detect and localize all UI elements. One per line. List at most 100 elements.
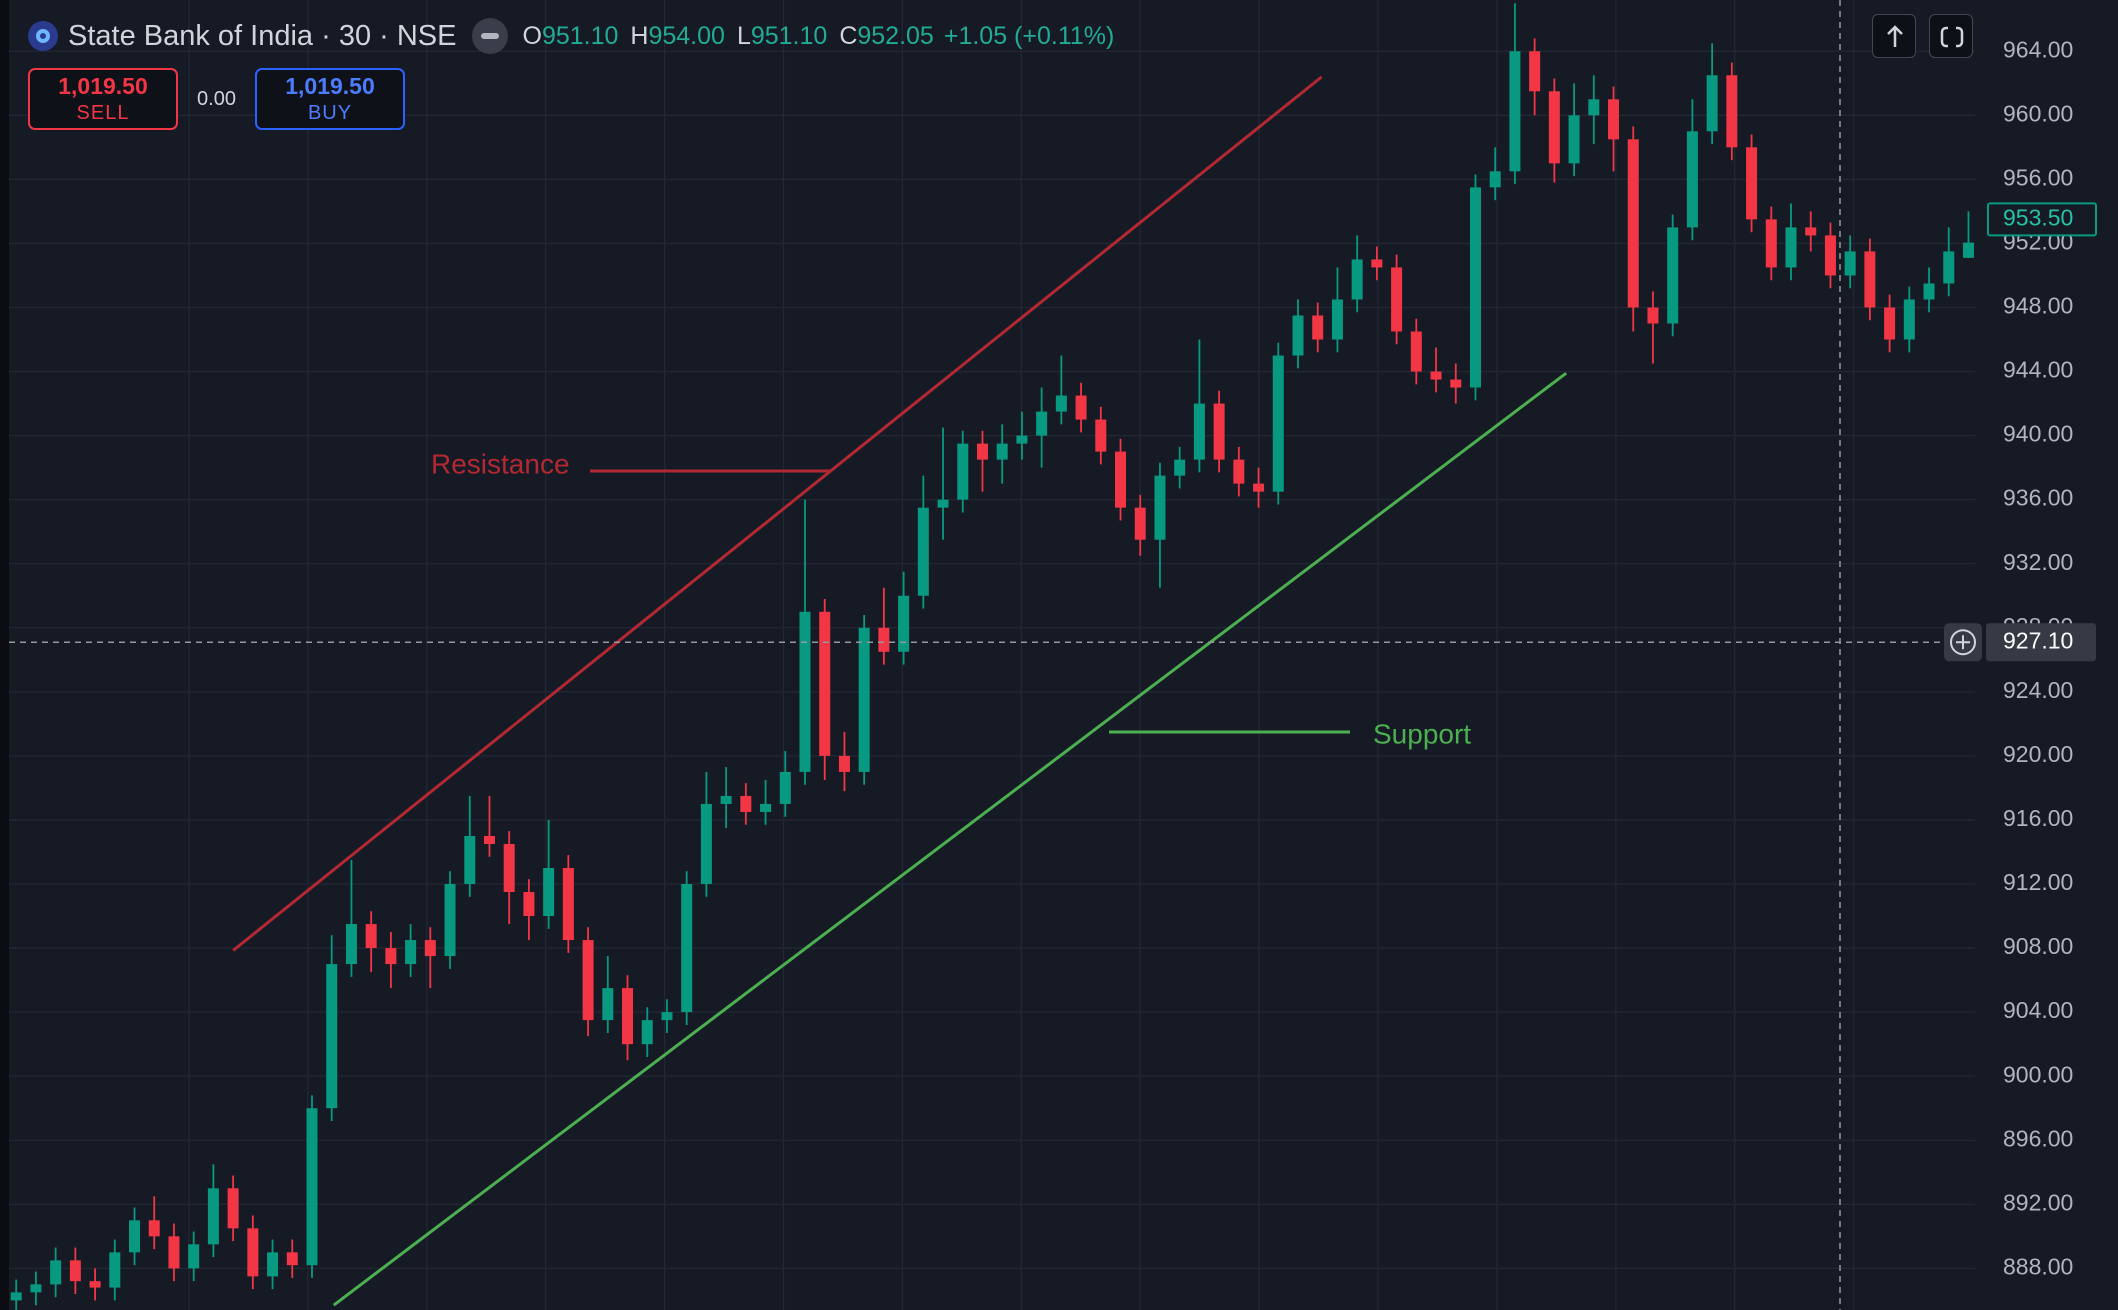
candle-body — [1824, 235, 1836, 276]
candle-body — [1351, 259, 1363, 300]
candle-body — [1193, 403, 1205, 460]
ohlc-legend: O951.10 H954.00 L951.10 C952.05 — [522, 22, 933, 51]
y-tick-label: 892.00 — [2003, 1189, 2073, 1215]
candle-body — [1706, 75, 1718, 132]
candle-body — [148, 1220, 160, 1237]
legend-item: O951.10 — [522, 22, 618, 51]
candle-body — [878, 627, 890, 652]
candle-body — [1686, 131, 1698, 228]
candle-body — [503, 843, 515, 893]
symbol-logo — [28, 21, 58, 51]
candle-body — [917, 507, 929, 596]
legend-key: O — [522, 21, 542, 50]
candle-body — [1115, 451, 1127, 508]
y-tick-label: 936.00 — [2003, 485, 2073, 511]
candle-body — [562, 867, 574, 941]
candle-body — [543, 867, 555, 917]
candle-body — [681, 884, 693, 1013]
candle-body — [365, 924, 377, 949]
candle-body — [50, 1260, 62, 1285]
arrow-icon — [1887, 25, 1903, 47]
candle-body — [227, 1188, 239, 1229]
candle-body — [1391, 267, 1403, 332]
candle-body — [188, 1244, 200, 1269]
trendline — [332, 371, 1568, 1307]
candle-body — [1785, 227, 1797, 268]
legend-item: C952.05 — [839, 22, 934, 51]
y-tick-label: 904.00 — [2003, 997, 2073, 1023]
y-tick-label: 944.00 — [2003, 357, 2073, 383]
candle-body — [69, 1260, 81, 1282]
y-tick-label: 924.00 — [2003, 677, 2073, 703]
candle-body — [1292, 315, 1304, 356]
candle-body — [1233, 459, 1245, 484]
candle-body — [405, 940, 417, 965]
sell-button[interactable]: 1,019.50 SELL — [28, 68, 178, 130]
candle-body — [1213, 403, 1225, 460]
candle-body — [1962, 242, 1974, 258]
trade-panel: 1,019.50 SELL 0.00 1,019.50 BUY — [28, 68, 405, 130]
candle-body — [720, 795, 732, 804]
trendline — [232, 75, 1323, 952]
candle-body — [1509, 51, 1521, 172]
legend-key: H — [630, 21, 649, 50]
candle-body — [1568, 115, 1580, 164]
candle-body — [799, 611, 811, 772]
legend-key: L — [736, 21, 751, 50]
candle-body — [700, 803, 712, 885]
crosshair-price-box — [1986, 623, 2096, 662]
y-tick-label: 888.00 — [2003, 1253, 2073, 1279]
candle-body — [464, 835, 476, 885]
candle-body — [1726, 75, 1738, 148]
arrow-button[interactable] — [1872, 14, 1916, 58]
y-tick-label: 896.00 — [2003, 1125, 2073, 1151]
y-tick-label: 964.00 — [2003, 36, 2073, 62]
crosshair-add-icon — [1950, 629, 1976, 656]
y-tick-label: 912.00 — [2003, 869, 2073, 895]
candle-body — [1331, 299, 1343, 340]
price-change: +1.05 (+0.11%) — [943, 21, 1115, 50]
candle-body — [1746, 147, 1758, 220]
legend-item: L951.10 — [737, 22, 827, 51]
candle-body — [1469, 187, 1481, 388]
candle-body — [898, 595, 910, 652]
candle-body — [1548, 91, 1560, 164]
candle-body — [838, 755, 850, 772]
candle-body — [1036, 411, 1048, 436]
crosshair-add-plus — [1956, 635, 1970, 650]
candle-body — [1410, 331, 1422, 372]
crosshair-price-label: 927.10 — [2003, 627, 2073, 653]
legend-value: 954.00 — [648, 21, 725, 50]
candle-body — [267, 1252, 279, 1277]
candle-body — [247, 1228, 259, 1277]
candle-body — [1489, 171, 1501, 188]
last-price-box — [1987, 202, 2097, 237]
candle-body — [996, 443, 1008, 460]
candle-body — [1450, 379, 1462, 388]
y-tick-label: 948.00 — [2003, 293, 2073, 319]
candle-body — [1923, 283, 1935, 300]
candle-body — [622, 988, 634, 1045]
candle-body — [957, 443, 969, 500]
y-tick-label: 940.00 — [2003, 421, 2073, 447]
symbol-title[interactable]: State Bank of India · 30 · NSE — [68, 19, 457, 52]
buy-button[interactable]: 1,019.50 BUY — [255, 68, 405, 130]
candle-body — [1647, 307, 1659, 324]
candle-body — [424, 940, 436, 957]
legend-value: 952.05 — [857, 21, 934, 50]
candle-body — [523, 892, 535, 917]
candle-body — [1667, 227, 1679, 324]
candle-body — [1864, 251, 1876, 308]
market-status[interactable] — [472, 18, 509, 54]
buy-price: 1,019.50 — [285, 73, 375, 99]
header: State Bank of India · 30 · NSE O951.10 H9… — [28, 16, 1114, 56]
candle-body — [129, 1220, 141, 1253]
candle-body — [286, 1252, 298, 1266]
fullscreen-button[interactable] — [1929, 14, 1973, 58]
candle-body — [1844, 251, 1856, 276]
y-tick-label: 956.00 — [2003, 164, 2073, 190]
y-tick-label: 960.00 — [2003, 100, 2073, 126]
